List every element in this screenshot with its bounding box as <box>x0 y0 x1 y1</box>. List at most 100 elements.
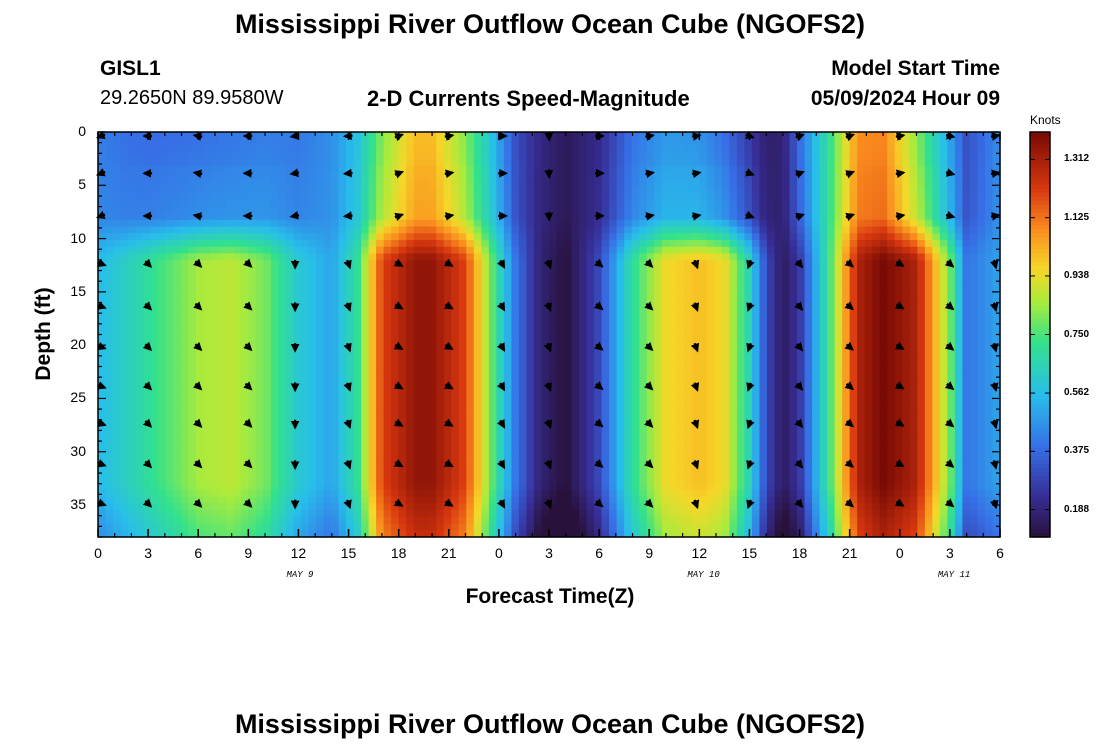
heat-cell <box>120 456 129 464</box>
heat-cell <box>549 469 558 477</box>
heat-cell <box>120 449 129 457</box>
heat-cell <box>135 240 144 248</box>
heat-cell <box>413 300 422 309</box>
heat-cell <box>654 138 663 147</box>
heat-cell <box>338 226 347 234</box>
heat-cell <box>195 186 204 194</box>
heat-cell <box>285 165 295 174</box>
heat-cell <box>481 395 490 403</box>
heat-cell <box>285 469 295 477</box>
heat-cell <box>601 523 610 531</box>
heat-cell <box>616 429 625 437</box>
heat-cell <box>120 496 129 504</box>
heat-cell <box>421 179 430 187</box>
heat-cell <box>113 327 122 336</box>
heat-cell <box>428 145 437 153</box>
heat-cell <box>661 456 670 464</box>
heat-cell <box>706 516 715 525</box>
heat-cell <box>113 395 122 403</box>
heat-cell <box>308 368 317 376</box>
heat-cell <box>300 395 310 403</box>
heat-cell <box>443 442 452 450</box>
heat-cell <box>571 435 580 444</box>
heat-cell <box>113 179 122 187</box>
heat-cell <box>225 489 234 498</box>
heat-cell <box>481 145 490 153</box>
heat-cell <box>270 483 279 491</box>
heat-cell <box>120 280 129 288</box>
heat-cell <box>488 408 497 417</box>
heat-cell <box>473 375 482 383</box>
heat-cell <box>609 510 618 518</box>
heat-cell <box>473 496 482 504</box>
heat-cell <box>128 483 137 491</box>
heat-cell <box>158 456 167 464</box>
heat-cell <box>594 327 603 336</box>
heat-cell <box>135 523 144 531</box>
heat-cell <box>661 354 670 363</box>
heat-cell <box>195 348 204 356</box>
heat-cell <box>98 388 107 396</box>
heat-cell <box>586 179 595 187</box>
heat-cell <box>601 516 610 525</box>
heat-cell <box>646 226 655 234</box>
heat-cell <box>383 523 392 531</box>
heat-cell <box>113 206 122 214</box>
heat-cell <box>353 267 362 275</box>
heat-cell <box>308 327 317 336</box>
heat-cell <box>421 341 430 349</box>
heat-cell <box>323 307 332 315</box>
heat-cell <box>601 240 610 248</box>
heat-cell <box>646 483 655 491</box>
heat-cell <box>443 516 452 525</box>
heat-cell <box>128 402 137 410</box>
heat-cell <box>488 375 497 383</box>
heat-cell <box>150 253 159 261</box>
heat-cell <box>270 530 279 538</box>
heat-cell <box>113 300 122 309</box>
heat-cell <box>210 267 219 275</box>
heat-cell <box>353 287 362 295</box>
heat-cell <box>135 219 144 228</box>
heat-cell <box>496 226 505 234</box>
heat-cell <box>406 213 415 221</box>
heat-cell <box>361 402 370 410</box>
heat-cell <box>158 449 167 457</box>
heat-cell <box>436 442 445 450</box>
heat-cell <box>143 186 152 194</box>
heat-cell <box>556 334 565 342</box>
heat-cell <box>691 186 700 194</box>
heat-cell <box>436 381 445 390</box>
heat-cell <box>113 294 122 302</box>
heat-cell <box>526 402 535 410</box>
heat-cell <box>361 253 370 261</box>
heat-cell <box>173 381 182 390</box>
heat-cell <box>699 415 708 423</box>
heat-cell <box>285 334 295 342</box>
heat-cell <box>180 132 189 140</box>
heat-cell <box>518 483 528 491</box>
heat-cell <box>488 165 497 174</box>
heat-cell <box>466 415 475 423</box>
heat-cell <box>240 523 249 531</box>
heat-cell <box>481 199 490 207</box>
heat-cell <box>533 152 543 160</box>
heat-cell <box>150 341 159 349</box>
heat-cell <box>473 449 482 457</box>
heat-cell <box>518 469 528 477</box>
heat-cell <box>113 199 122 207</box>
heat-cell <box>669 307 678 315</box>
heat-cell <box>173 442 182 450</box>
heat-cell <box>263 280 272 288</box>
heat-cell <box>293 280 302 288</box>
heat-cell <box>128 260 137 268</box>
heat-cell <box>549 253 558 261</box>
heat-cell <box>451 516 460 525</box>
heat-cell <box>315 260 325 268</box>
heat-cell <box>714 253 723 261</box>
heat-cell <box>406 368 415 376</box>
heat-cell <box>631 429 640 437</box>
heat-cell <box>669 327 678 336</box>
heat-cell <box>481 341 490 349</box>
heat-cell <box>594 246 603 255</box>
